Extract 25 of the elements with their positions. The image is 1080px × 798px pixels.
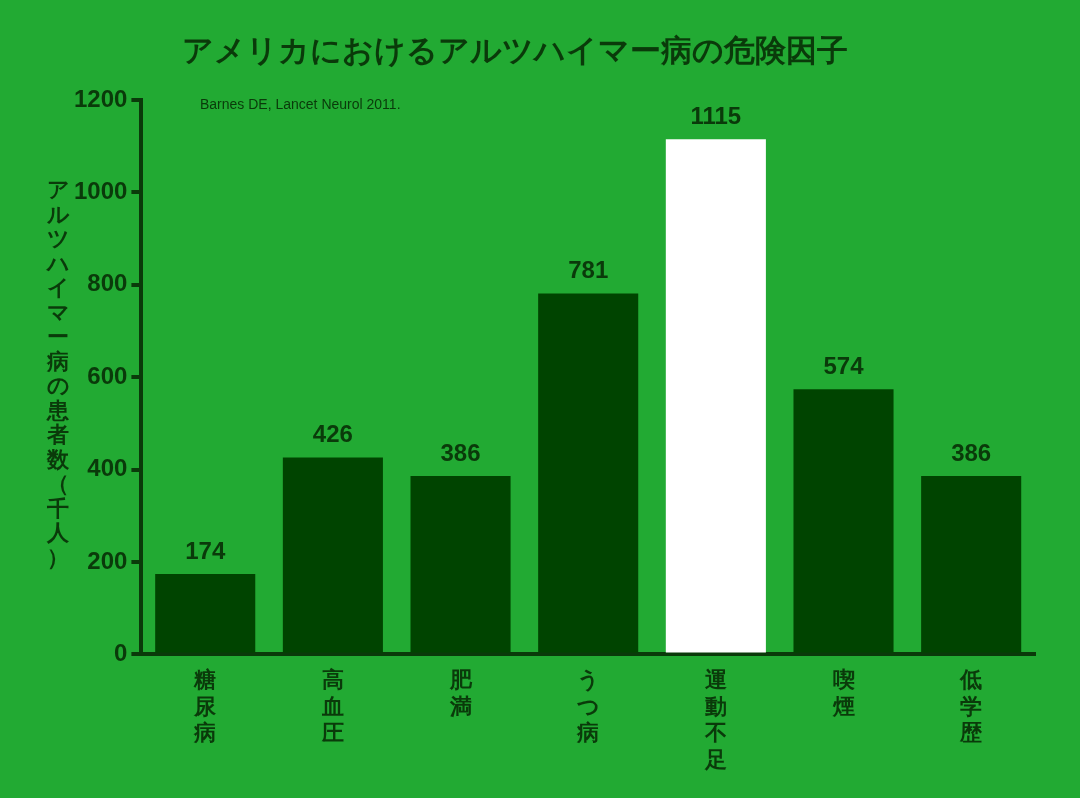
data-label: 574: [823, 351, 865, 379]
data-label: 386: [440, 438, 481, 466]
y-tick-label: 400: [87, 454, 128, 482]
data-label: 174: [185, 536, 226, 564]
annotation: Barnes DE, Lancet Neurol 2011.: [200, 96, 401, 112]
x-tick-label: 運動不足: [703, 667, 727, 772]
chart-title: アメリカにおけるアルツハイマー病の危険因子: [181, 31, 849, 70]
x-tick-label: 糖尿病: [193, 667, 218, 746]
data-label: 386: [951, 438, 992, 466]
x-tick-label: 肥満: [448, 667, 473, 719]
y-tick-label: 1000: [74, 177, 128, 205]
text: アルツハイマー病の患者数（千人）: [46, 177, 70, 570]
y-tick-label: 600: [87, 361, 128, 389]
x-tick-label: うつ病: [576, 667, 600, 746]
y-tick-label: 0: [114, 639, 128, 667]
data-label: 1115: [690, 101, 742, 129]
y-tick-label: 800: [87, 269, 128, 297]
x-tick-label: 高血圧: [320, 667, 344, 746]
bar: [665, 139, 766, 653]
y-tick-label: 200: [87, 546, 128, 574]
x-tick-label: 低学歴: [959, 667, 983, 746]
data-label: 426: [312, 420, 353, 448]
x-tick-label: 喫煙: [831, 667, 855, 719]
y-tick-label: 1200: [74, 84, 128, 112]
data-label: 781: [568, 256, 609, 284]
